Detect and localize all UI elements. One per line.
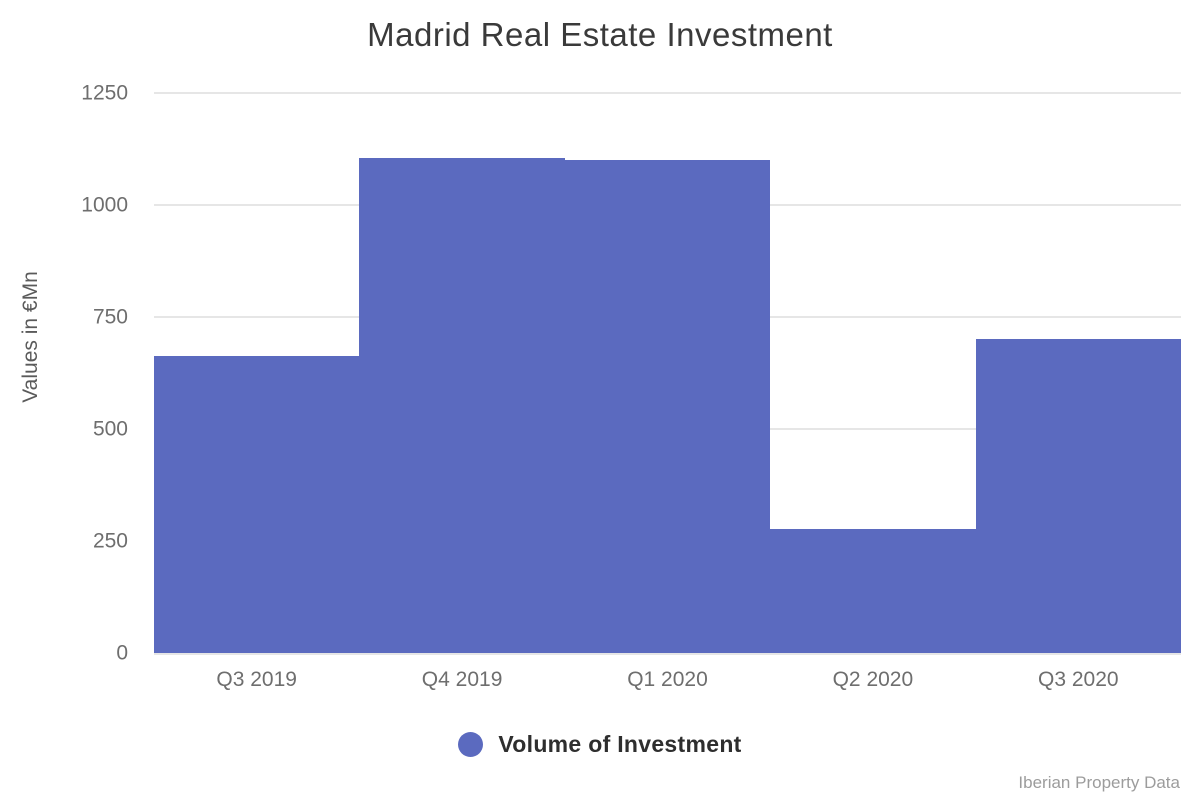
legend[interactable]: Volume of Investment xyxy=(0,731,1200,758)
y-tick-label-0: 0 xyxy=(116,641,128,665)
x-tick-label-q2-2020: Q2 2020 xyxy=(832,668,914,691)
y-tick-label-250: 250 xyxy=(92,529,128,553)
legend-label: Volume of Investment xyxy=(498,731,742,757)
x-axis-tick-labels: Q3 2019 Q4 2019 Q1 2020 Q2 2020 Q3 2020 xyxy=(154,668,1181,698)
x-tick-label-q3-2019: Q3 2019 xyxy=(216,668,297,691)
bar-q3-2020 xyxy=(975,339,1181,653)
gridline-0 xyxy=(154,653,1181,655)
y-tick-label-750: 750 xyxy=(92,305,128,329)
bar-q2-2020 xyxy=(770,528,976,653)
plot-area xyxy=(154,92,1181,655)
y-axis-tick-labels: 0 250 500 750 1000 1250 xyxy=(0,83,128,664)
x-tick-label-q4-2019: Q4 2019 xyxy=(421,668,503,691)
legend-marker-icon xyxy=(458,732,484,757)
page-title: Madrid Real Estate Investment xyxy=(367,16,833,53)
x-tick-label-q1-2020: Q1 2020 xyxy=(627,668,708,691)
bar-q3-2019 xyxy=(154,355,360,653)
y-tick-label-1000: 1000 xyxy=(81,193,128,217)
x-tick-label-q3-2020: Q3 2020 xyxy=(1038,668,1119,691)
gridline-1250 xyxy=(154,92,1181,94)
source-credit: Iberian Property Data xyxy=(1018,773,1180,792)
y-tick-label-1250: 1250 xyxy=(81,81,128,105)
bar-q4-2019 xyxy=(359,157,565,653)
y-tick-label-500: 500 xyxy=(92,417,128,441)
bar-q1-2020 xyxy=(564,160,771,653)
